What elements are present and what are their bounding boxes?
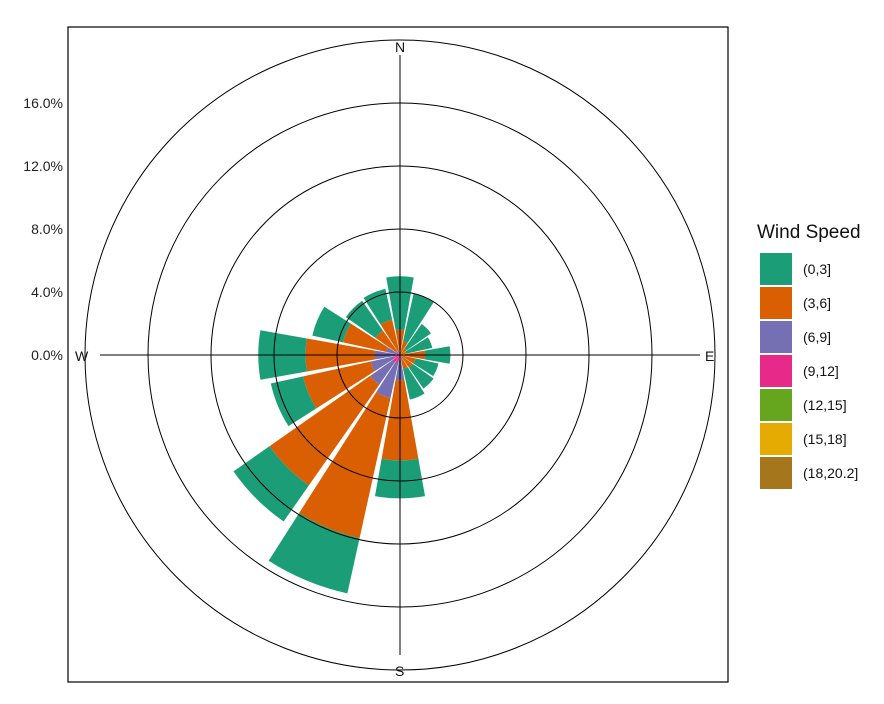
bar-NW-1	[375, 330, 398, 353]
legend: Wind Speed (0,3](3,6](6,9](9,12](12,15](…	[757, 222, 861, 489]
y-tick-label-3: 12.0%	[23, 158, 63, 174]
bar-NW-2	[396, 351, 400, 355]
bar-SSW-1	[299, 392, 391, 539]
bar-NE-0	[404, 324, 431, 351]
bar-NNW-0	[363, 288, 393, 325]
bar-WNW-2	[386, 347, 398, 355]
bar-SW-0	[233, 446, 309, 522]
legend-title: Wind Speed	[757, 222, 861, 243]
bar-SW-2	[370, 360, 395, 385]
compass-axes	[100, 55, 700, 655]
bar-NW-0	[345, 300, 383, 338]
bar-NNW-1	[380, 319, 399, 352]
bar-ESE-0	[413, 358, 439, 377]
bar-NNE-0	[403, 293, 434, 344]
bar-SSW-3	[395, 355, 400, 363]
y-tick-label-2: 8.0%	[31, 221, 63, 237]
bar-NE-1	[400, 348, 407, 355]
bar-WNW-0	[312, 306, 351, 343]
bar-SSE-0	[403, 366, 425, 400]
bar-WSW-1	[303, 361, 375, 409]
compass-label-n: N	[395, 39, 405, 55]
y-tick-label-4: 16.0%	[23, 95, 63, 111]
legend-label-2: (6,9]	[803, 329, 831, 345]
legend-label-3: (9,12]	[803, 363, 839, 379]
wind-rose-bars	[233, 276, 451, 594]
legend-key-5	[760, 423, 792, 455]
legend-label-0: (0,3]	[803, 261, 831, 277]
y-tick-label-1: 4.0%	[31, 284, 63, 300]
bar-SW-3	[392, 355, 400, 363]
legend-key-6	[760, 457, 792, 489]
bar-SSE-1	[401, 358, 408, 369]
legend-label-4: (12,15]	[803, 397, 847, 413]
bar-ENE-1	[400, 351, 407, 355]
y-axis-ticks: 0.0% 4.0% 8.0% 12.0% 16.0%	[23, 95, 63, 363]
legend-label-1: (3,6]	[803, 295, 831, 311]
bar-WSW-0	[270, 376, 317, 427]
compass-label-e: E	[705, 348, 714, 364]
legend-key-4	[760, 389, 792, 421]
bar-WSW-2	[370, 356, 397, 372]
bar-WSW-3	[395, 355, 400, 358]
plot-panel-border	[67, 26, 729, 683]
legend-key-3	[760, 355, 792, 387]
compass-label-w: W	[75, 348, 89, 364]
bar-SW-1	[269, 375, 380, 486]
bar-SE-0	[409, 364, 434, 389]
bar-ENE-0	[405, 337, 433, 354]
bar-SSW-2	[376, 361, 399, 399]
bar-WNW-1	[343, 323, 389, 352]
bar-NNE-1	[400, 341, 408, 354]
y-tick-label-0: 0.0%	[31, 347, 63, 363]
legend-key-1	[760, 287, 792, 319]
bar-SE-1	[400, 355, 413, 368]
grid-ring-4	[84, 39, 716, 671]
bar-ESE-1	[401, 355, 416, 364]
bar-SSE-2	[400, 356, 403, 360]
legend-key-2	[760, 321, 792, 353]
compass-label-s: S	[395, 663, 404, 679]
legend-items: (0,3] (3,6] (6,9] (9,12] (12,15] (15,18] (18,2…	[760, 253, 858, 489]
bar-NNW-2	[397, 350, 400, 354]
legend-label-5: (15,18]	[803, 431, 847, 447]
legend-key-0	[760, 253, 792, 285]
compass-labels: N E S W	[75, 39, 714, 679]
legend-label-6: (18,20.2]	[803, 465, 858, 481]
